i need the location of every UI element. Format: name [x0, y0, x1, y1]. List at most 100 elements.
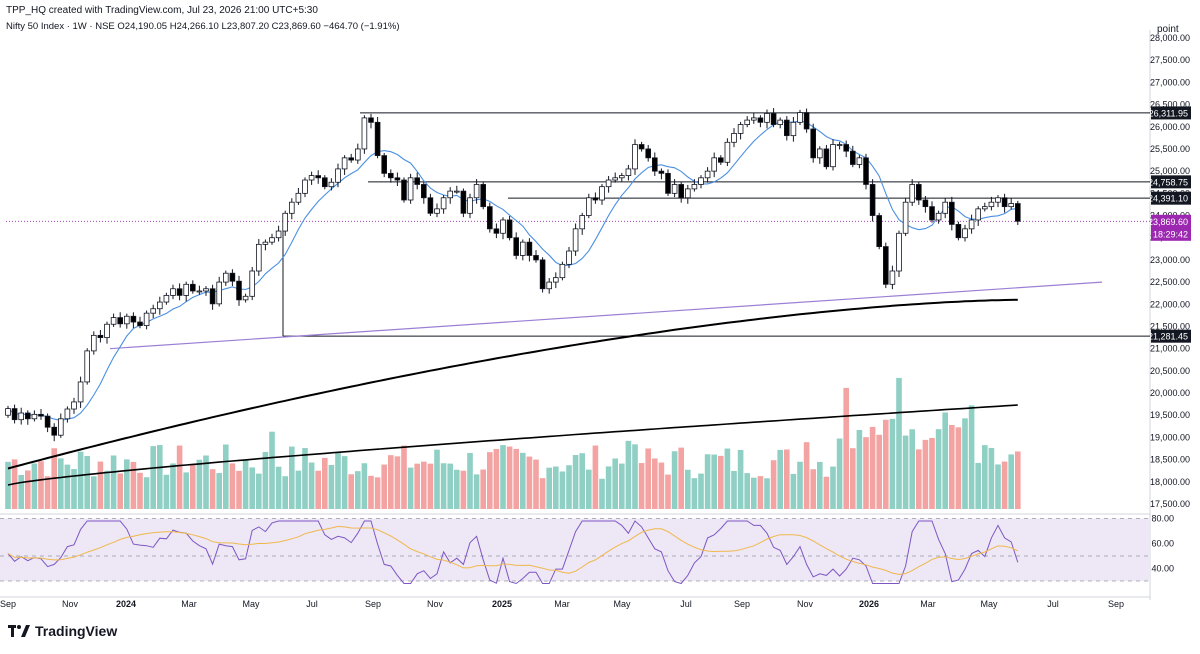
- candle-body: [335, 168, 341, 183]
- price-tick-label: 26,500.00: [1150, 100, 1190, 110]
- tradingview-wordmark: TradingView: [35, 623, 118, 639]
- volume-bar: [289, 446, 295, 509]
- candle-body: [625, 168, 632, 176]
- candle-body: [830, 144, 836, 168]
- candle-body: [751, 117, 757, 121]
- volume-bar: [533, 459, 539, 509]
- candle-body: [381, 155, 387, 174]
- candle-body: [652, 157, 658, 172]
- price-tick-label: 21,500.00: [1150, 321, 1190, 331]
- candle-body: [968, 219, 975, 230]
- candle-body: [242, 295, 249, 301]
- candle-body: [249, 270, 256, 297]
- time-tick-label: Jul: [680, 599, 692, 609]
- volume-bar: [315, 470, 321, 509]
- volume-bar: [170, 463, 176, 509]
- candle-body: [124, 315, 130, 325]
- volume-bar: [38, 461, 44, 509]
- support-price-label: 21,281.45: [1148, 332, 1188, 342]
- candle-body: [579, 215, 585, 230]
- candle-body: [526, 241, 533, 256]
- volume-bar: [665, 474, 671, 509]
- candle-body: [453, 190, 460, 193]
- volume-bar: [896, 377, 902, 509]
- volume-bar: [407, 467, 414, 509]
- candle-body: [440, 197, 447, 210]
- volume-bar: [1015, 451, 1021, 509]
- volume-bar: [242, 459, 249, 509]
- candle-body: [678, 184, 684, 199]
- candle-body: [170, 288, 176, 296]
- candle-body: [605, 179, 612, 188]
- volume-bar: [850, 448, 856, 509]
- symbol-label[interactable]: Nifty 50 Index · 1W · NSE: [6, 21, 115, 32]
- candle-body: [922, 199, 929, 208]
- volume-bar: [447, 463, 453, 509]
- volume-bar: [434, 449, 440, 509]
- candle-body: [962, 228, 968, 239]
- volume-bar: [995, 464, 1001, 509]
- candle-body: [586, 197, 592, 216]
- candle-body: [31, 413, 38, 420]
- candle-body: [467, 197, 473, 214]
- volume-bar: [962, 418, 968, 509]
- candle-body: [97, 334, 104, 338]
- candle-body: [718, 157, 724, 163]
- candle-body: [401, 179, 407, 201]
- volume-bar: [500, 445, 506, 509]
- level-mid-price-label-bg: [1151, 191, 1191, 205]
- volume-bar: [797, 461, 803, 509]
- volume-bar: [902, 435, 909, 509]
- level-mid-price-label: 24,391.10: [1148, 194, 1188, 204]
- volume-bar: [110, 455, 117, 509]
- volume-bar: [163, 474, 170, 509]
- candle-body: [137, 321, 143, 326]
- volume-bar: [520, 452, 526, 509]
- volume-bar: [440, 463, 447, 509]
- volume-bar: [619, 463, 625, 509]
- time-tick-label: Sep: [365, 599, 381, 609]
- volume-bar: [632, 444, 638, 509]
- candle-body: [592, 197, 599, 201]
- volume-bar: [988, 447, 995, 509]
- candle-body: [506, 219, 513, 239]
- time-tick-label: Sep: [0, 599, 16, 609]
- volume-bar: [975, 462, 981, 509]
- candle-body: [229, 272, 236, 282]
- price-tick-label: 27,500.00: [1150, 55, 1190, 65]
- level-upper-price-label-bg: [1151, 175, 1191, 189]
- tradingview-logo[interactable]: TradingView: [8, 623, 117, 639]
- volume-bar: [955, 427, 962, 509]
- volume-bar: [58, 458, 64, 509]
- volume-ma-line: [7, 404, 1018, 486]
- volume-bar: [137, 472, 143, 509]
- volume-bar: [605, 466, 612, 509]
- candle-body: [354, 148, 361, 161]
- candle-body: [955, 223, 962, 239]
- candle-body: [1015, 203, 1021, 222]
- volume-bar: [770, 460, 777, 509]
- volume-bar: [836, 438, 843, 509]
- volume-bar: [355, 471, 361, 509]
- volume-bar: [5, 461, 11, 509]
- candle-body: [77, 381, 84, 403]
- candle-body: [236, 280, 242, 301]
- candle-body: [770, 113, 777, 125]
- candle-body: [1001, 197, 1008, 208]
- candle-body: [863, 157, 869, 185]
- volume-bar: [374, 477, 381, 509]
- volume-bar: [625, 440, 632, 509]
- candle-body: [117, 317, 124, 325]
- candle-body: [843, 144, 849, 152]
- volume-bar: [77, 451, 84, 509]
- volume-bar: [183, 472, 189, 509]
- created-line: TPP_HQ created with TradingView.com, Jul…: [6, 5, 318, 16]
- candle-body: [414, 177, 420, 185]
- candle-body: [196, 290, 203, 293]
- volume-bar: [652, 458, 658, 509]
- volume-bar: [1001, 461, 1008, 509]
- volume-bar: [44, 476, 51, 509]
- sma-slow-line: [7, 298, 1018, 470]
- candle-body: [38, 413, 44, 417]
- candle-body: [321, 177, 328, 188]
